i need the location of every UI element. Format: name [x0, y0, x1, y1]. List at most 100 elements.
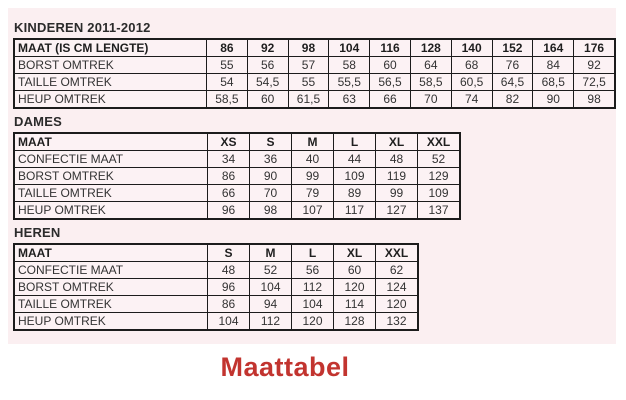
measurement-value: 40 — [291, 150, 334, 168]
measurement-value: 66 — [207, 184, 250, 202]
row-label: BORST OMTREK — [13, 56, 207, 74]
measurement-value: 124 — [375, 278, 419, 296]
size-chart-sheet: KINDEREN 2011-2012 MAAT (IS CM LENGTE) 86… — [8, 8, 616, 344]
measurement-value: 82 — [491, 90, 534, 109]
section-heading-dames: DAMES — [14, 114, 62, 129]
measurement-value: 70 — [409, 90, 452, 109]
size-column-header: 176 — [573, 38, 616, 57]
measurement-value: 98 — [573, 90, 616, 109]
measurement-row: BORST OMTREK 86 90 99 109 119 129 — [13, 167, 461, 185]
measurement-value: 60 — [333, 261, 376, 279]
measurement-value: 74 — [450, 90, 493, 109]
size-column-header: 164 — [532, 38, 575, 57]
measurement-value: 60,5 — [450, 73, 493, 91]
measurement-value: 99 — [291, 167, 334, 185]
section-dames: DAMES MAAT XS S M L XL XXL CONFECTIE MAAT 34 36 40… — [13, 114, 616, 220]
measurement-value: 92 — [573, 56, 616, 74]
kinderen-size-table: MAAT (IS CM LENGTE) 86 92 98 104 116 128 140 152… — [13, 38, 616, 109]
measurement-value: 55 — [205, 56, 248, 74]
measurement-value: 54 — [205, 73, 248, 91]
row-label: CONFECTIE MAAT — [13, 150, 208, 168]
size-column-header: M — [249, 243, 292, 262]
size-column-header: L — [333, 132, 376, 151]
size-column-header: L — [291, 243, 334, 262]
measurement-row: TAILLE OMTREK 54 54,5 55 55,5 56,5 58,5 60,5 64,… — [13, 73, 616, 91]
row-label: BORST OMTREK — [13, 278, 208, 296]
measurement-row: BORST OMTREK 55 56 57 58 60 64 68 76 84 92 — [13, 56, 616, 74]
measurement-value: 79 — [291, 184, 334, 202]
row-label: CONFECTIE MAAT — [13, 261, 208, 279]
size-column-header: M — [291, 132, 334, 151]
size-header-row: MAAT (IS CM LENGTE) 86 92 98 104 116 128 140 152… — [13, 38, 616, 57]
measurement-value: 36 — [249, 150, 292, 168]
measurement-value: 76 — [491, 56, 534, 74]
row-label: TAILLE OMTREK — [13, 295, 208, 313]
measurement-value: 86 — [207, 295, 250, 313]
measurement-row: TAILLE OMTREK 66 70 79 89 99 109 — [13, 184, 461, 202]
size-column-header: 104 — [328, 38, 371, 57]
measurement-value: 60 — [246, 90, 289, 109]
size-column-header: 98 — [287, 38, 330, 57]
measurement-value: 58,5 — [409, 73, 452, 91]
size-column-header: S — [207, 243, 250, 262]
measurement-value: 68,5 — [532, 73, 575, 91]
measurement-value: 104 — [207, 312, 250, 331]
measurement-value: 52 — [249, 261, 292, 279]
measurement-value: 64,5 — [491, 73, 534, 91]
measurement-value: 60 — [369, 56, 411, 74]
measurement-value: 56 — [291, 261, 334, 279]
row-label: HEUP OMTREK — [13, 312, 208, 331]
measurement-value: 54,5 — [246, 73, 289, 91]
measurement-value: 61,5 — [287, 90, 330, 109]
measurement-value: 129 — [417, 167, 461, 185]
size-column-header: 86 — [205, 38, 248, 57]
section-heren: HEREN MAAT S M L XL XXL CONFECTIE MAAT 48 52 56 60… — [13, 225, 616, 331]
measurement-row: TAILLE OMTREK 86 94 104 114 120 — [13, 295, 419, 313]
measurement-value: 58 — [328, 56, 371, 74]
measurement-value: 109 — [333, 167, 376, 185]
measurement-value: 48 — [207, 261, 250, 279]
measurement-value: 127 — [375, 201, 418, 220]
measurement-value: 63 — [328, 90, 371, 109]
row-label: TAILLE OMTREK — [13, 184, 208, 202]
size-header-row: MAAT XS S M L XL XXL — [13, 132, 461, 151]
measurement-value: 70 — [249, 184, 292, 202]
heren-size-table: MAAT S M L XL XXL CONFECTIE MAAT 48 52 56 60 62 BORS… — [13, 243, 419, 331]
measurement-value: 112 — [249, 312, 292, 331]
row-header-label: MAAT — [13, 243, 208, 262]
size-column-header: XL — [333, 243, 376, 262]
measurement-row: HEUP OMTREK 104 112 120 128 132 — [13, 312, 419, 331]
dames-size-table: MAAT XS S M L XL XXL CONFECTIE MAAT 34 36 40 44 48 52… — [13, 132, 461, 220]
row-label: BORST OMTREK — [13, 167, 208, 185]
measurement-value: 48 — [375, 150, 418, 168]
measurement-value: 56 — [246, 56, 289, 74]
section-heading-heren: HEREN — [14, 225, 61, 240]
measurement-value: 64 — [409, 56, 452, 74]
measurement-row: CONFECTIE MAAT 48 52 56 60 62 — [13, 261, 419, 279]
measurement-value: 96 — [207, 278, 250, 296]
measurement-value: 66 — [369, 90, 411, 109]
size-column-header: 152 — [491, 38, 534, 57]
measurement-value: 62 — [375, 261, 419, 279]
measurement-value: 89 — [333, 184, 376, 202]
measurement-value: 68 — [450, 56, 493, 74]
measurement-value: 128 — [333, 312, 376, 331]
measurement-value: 104 — [249, 278, 292, 296]
row-header-label: MAAT — [13, 132, 208, 151]
measurement-value: 56,5 — [369, 73, 411, 91]
row-label: TAILLE OMTREK — [13, 73, 207, 91]
size-column-header: S — [249, 132, 292, 151]
measurement-value: 57 — [287, 56, 330, 74]
measurement-value: 44 — [333, 150, 376, 168]
measurement-value: 104 — [291, 295, 334, 313]
measurement-value: 86 — [207, 167, 250, 185]
measurement-value: 90 — [249, 167, 292, 185]
measurement-value: 120 — [291, 312, 334, 331]
size-header-row: MAAT S M L XL XXL — [13, 243, 419, 262]
measurement-value: 137 — [417, 201, 461, 220]
measurement-value: 132 — [375, 312, 419, 331]
measurement-value: 107 — [291, 201, 334, 220]
section-kinderen: KINDEREN 2011-2012 MAAT (IS CM LENGTE) 86… — [13, 20, 616, 109]
section-heading-kinderen: KINDEREN 2011-2012 — [14, 20, 151, 35]
chart-title: Maattabel — [220, 352, 350, 382]
